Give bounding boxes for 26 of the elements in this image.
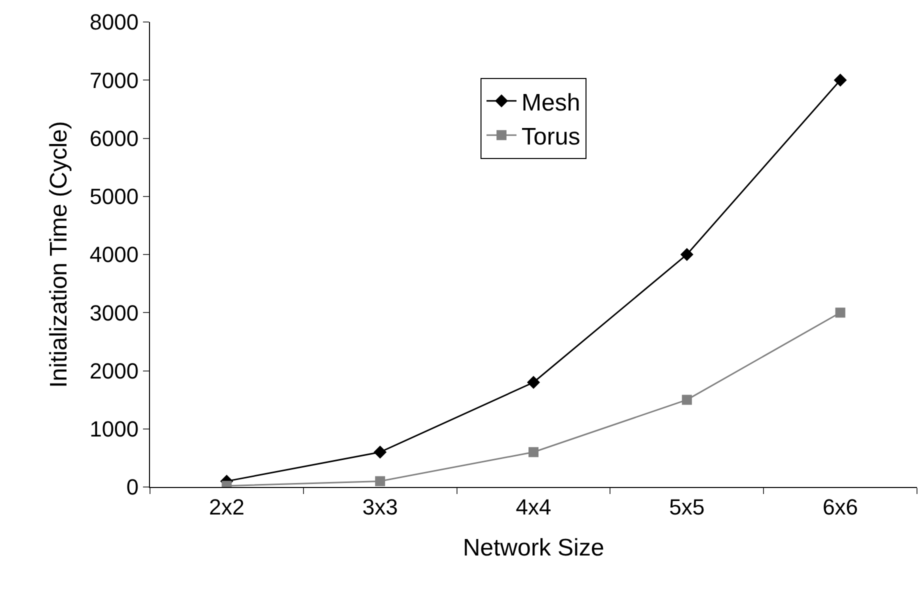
point [682,394,692,405]
point [834,74,847,87]
y-tick-label: 7000 [90,68,139,93]
x-tick-label: 2x2 [208,494,244,520]
x-axis-title: Network Size [462,534,604,562]
y-tick-label: 2000 [90,358,139,384]
y-axis-title: Initialization Time (Cycle) [46,121,73,388]
point [680,248,694,261]
y-tick-label: 0 [126,474,139,500]
y-tick-label: 4000 [90,242,139,268]
y-tick-label: 5000 [90,184,139,210]
y-tick-label: 3000 [90,300,139,326]
y-tick-label: 8000 [90,10,139,35]
x-tick-label: 5x5 [669,494,705,520]
point [528,447,538,458]
y-tick-label: 1000 [90,416,139,442]
point [375,476,386,486]
y-tick-label: 6000 [90,126,139,151]
x-tick-label: 6x6 [822,494,858,520]
point [374,446,387,459]
legend-label: Torus [522,123,580,150]
x-tick-label: 3x3 [362,494,398,520]
x-tick-label: 4x4 [516,494,552,520]
legend-label: Mesh [522,89,580,116]
point [835,308,846,318]
point [527,376,540,389]
